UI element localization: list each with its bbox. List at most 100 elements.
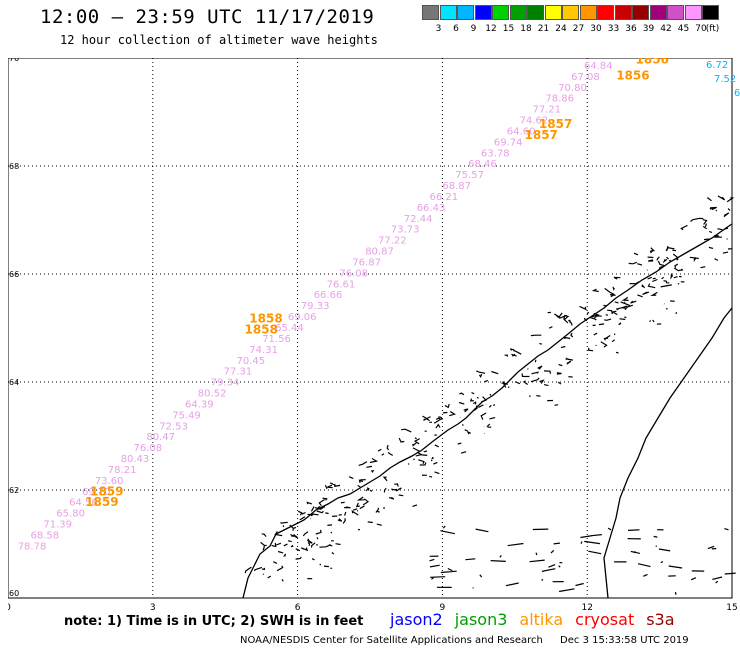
legend-item-jason2: jason2: [390, 610, 443, 629]
colorbar-label: 6: [453, 24, 459, 34]
track-time-label: 1858: [245, 322, 278, 336]
colorbar-label: 18: [520, 24, 532, 34]
edge-wave-height-label: 6: [734, 88, 740, 99]
track-wave-height-label: 66.43: [417, 203, 446, 214]
lat-tick-label: 66: [9, 270, 19, 279]
satellite-legend: jason2 jason3 altika cryosat s3a: [390, 610, 687, 629]
lat-tick-label: 62: [9, 486, 19, 495]
track-wave-height-label: 71.56: [262, 334, 291, 345]
track-wave-height-label: 65.80: [56, 509, 85, 520]
colorbar-swatch: [527, 5, 544, 20]
track-wave-height-label: 63.78: [481, 148, 510, 159]
note-text: note: 1) Time is in UTC; 2) SWH is in fe…: [64, 614, 364, 629]
colorbar-swatch: [579, 5, 597, 20]
lon-tick-label: 15: [726, 603, 737, 612]
colorbar-label: 39: [642, 24, 655, 34]
track-wave-height-label: 68.58: [31, 531, 60, 542]
colorbar-label: 24: [555, 24, 567, 34]
coastline: [242, 223, 733, 599]
legend-item-s3a: s3a: [646, 610, 675, 629]
coastline: [603, 307, 733, 599]
colorbar-label: 15: [502, 24, 515, 34]
lon-tick-label: 9: [440, 603, 446, 612]
colorbar-swatch: [597, 5, 614, 20]
track-wave-height-label: 76.87: [352, 258, 381, 269]
track-time-label: 1857: [525, 128, 558, 142]
track-wave-height-label: 70.45: [237, 356, 266, 367]
colorbar-swatch: [632, 5, 649, 20]
track-wave-height-label: 80.52: [198, 389, 227, 400]
track-wave-height-label: 77.21: [533, 105, 562, 116]
colorbar-swatch: [562, 5, 579, 20]
page-subtitle: 12 hour collection of altimeter wave hei…: [60, 33, 378, 47]
map-frame: [8, 58, 733, 599]
legend-item-jason3: jason3: [454, 610, 508, 629]
footer-timestamp: Dec 3 15:33:58 UTC 2019: [560, 635, 689, 646]
colorbar-swatch: [702, 5, 719, 20]
track-time-label: 1859: [85, 495, 118, 509]
track-wave-height-label: 72.53: [159, 421, 188, 432]
colorbar-label: 33: [607, 24, 620, 34]
track-wave-height-label: 69.70: [82, 487, 111, 498]
track-time-label: 1859: [90, 484, 123, 498]
track-time-label: 1857: [539, 117, 572, 131]
edge-wave-height-label: 6.72: [706, 60, 728, 71]
lat-tick-label: 64: [9, 378, 19, 387]
track-wave-height-label: 78.86: [545, 94, 574, 105]
track-wave-height-label: 64.39: [185, 399, 214, 410]
track-wave-height-label: 64.84: [584, 61, 613, 72]
track-time-label: 1856: [616, 69, 649, 83]
track-wave-height-label: 64.60: [507, 126, 536, 137]
colorbar-swatch: [422, 5, 439, 20]
lat-tick-label: 60: [9, 589, 19, 598]
track-wave-height-label: 65.44: [275, 323, 304, 334]
track-wave-height-label: 80.87: [365, 247, 394, 258]
track-wave-height-label: 75.49: [172, 410, 201, 421]
colorbar-label: 36: [625, 24, 637, 34]
track-wave-height-label: 70.80: [558, 83, 587, 94]
lat-tick-label: 68: [9, 162, 19, 171]
track-wave-height-label: 79.34: [211, 378, 240, 389]
track-wave-height-label: 75.57: [455, 170, 484, 181]
colorbar-swatch: [614, 5, 632, 20]
track-wave-height-label: 76.08: [339, 268, 368, 279]
colorbar-label: 70: [695, 24, 707, 34]
colorbar-label: (ft): [705, 24, 720, 34]
track-wave-height-label: 74.31: [249, 345, 278, 356]
colorbar-swatch: [474, 5, 492, 20]
colorbar-swatch: [492, 5, 509, 20]
colorbar-label: 21: [537, 24, 550, 34]
lat-tick-label: 70: [9, 58, 19, 63]
track-wave-height-label: 77.22: [378, 236, 407, 247]
track-wave-height-label: 73.73: [391, 225, 420, 236]
legend-item-altika: altika: [519, 610, 564, 629]
track-wave-height-label: 77.31: [224, 367, 253, 378]
colorbar-label: 3: [435, 24, 442, 34]
track-wave-height-label: 69.06: [288, 312, 317, 323]
colorbar-label: 9: [470, 24, 477, 34]
track-wave-height-label: 66.66: [314, 290, 343, 301]
track-wave-height-label: 68.46: [468, 159, 497, 170]
colorbar-label: 27: [572, 24, 585, 34]
map-plot: 0 3 6 9 12 15 60 62 64 66 68 70 78.7868.5871.3965.80…: [8, 58, 740, 612]
track-wave-height-label: 69.74: [494, 137, 523, 148]
track-time-label: 1858: [249, 312, 282, 326]
colorbar-swatch: [457, 5, 474, 20]
track-wave-height-label: 68.87: [442, 181, 471, 192]
track-time-label: 1856: [636, 58, 669, 66]
colorbar-label: 42: [660, 24, 672, 34]
lon-tick-label: 3: [150, 603, 156, 612]
colorbar-label: 12: [485, 24, 497, 34]
lon-tick-label: 0: [8, 603, 11, 612]
colorbar-swatch: [649, 5, 667, 20]
legend-item-cryosat: cryosat: [575, 610, 635, 629]
colorbar-label: 30: [590, 24, 602, 34]
track-wave-height-label: 66.21: [430, 192, 459, 203]
track-wave-height-label: 80.47: [146, 432, 175, 443]
colorbar-label: 45: [677, 24, 690, 34]
track-wave-height-label: 76.08: [134, 443, 163, 454]
fjord-marks: [244, 195, 735, 582]
colorbar-swatch: [439, 5, 457, 20]
track-wave-height-label: 64.56: [69, 498, 98, 509]
colorbar-swatch: [667, 5, 684, 20]
